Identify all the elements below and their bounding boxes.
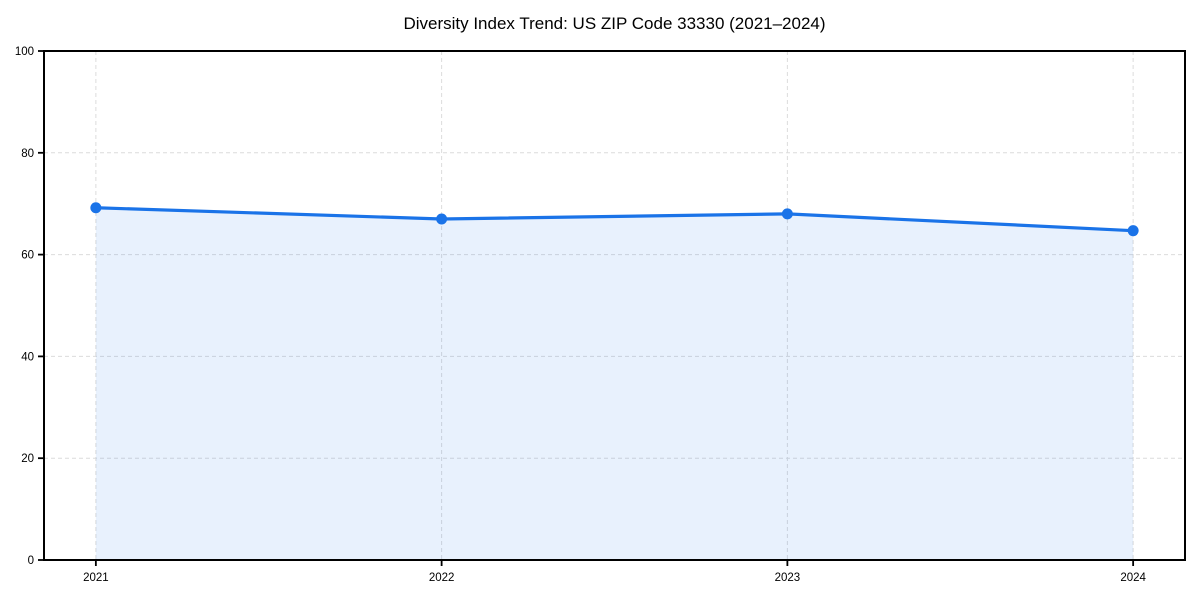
x-tick-label: 2022 (429, 572, 455, 584)
y-tick-label: 100 (15, 46, 34, 58)
trend-line (94, 206, 1135, 233)
y-tick-label: 40 (21, 351, 34, 363)
area-fill (95, 207, 1134, 560)
y-tick-label: 20 (21, 453, 34, 465)
data-point-2021 (90, 202, 102, 214)
x-tick-label: 2024 (1120, 572, 1146, 584)
y-tick-label: 0 (28, 555, 34, 567)
x-tick-label: 2021 (83, 572, 109, 584)
x-tick-label: 2023 (775, 572, 801, 584)
y-tick-label: 80 (21, 148, 34, 160)
plot-border (43, 50, 1186, 561)
data-point-2024 (1127, 225, 1139, 237)
y-tick-label: 60 (21, 250, 34, 262)
chart-title: Diversity Index Trend: US ZIP Code 33330… (403, 14, 826, 33)
data-point-2023 (781, 208, 793, 220)
plot-area (44, 51, 1185, 560)
data-point-2022 (436, 213, 448, 225)
